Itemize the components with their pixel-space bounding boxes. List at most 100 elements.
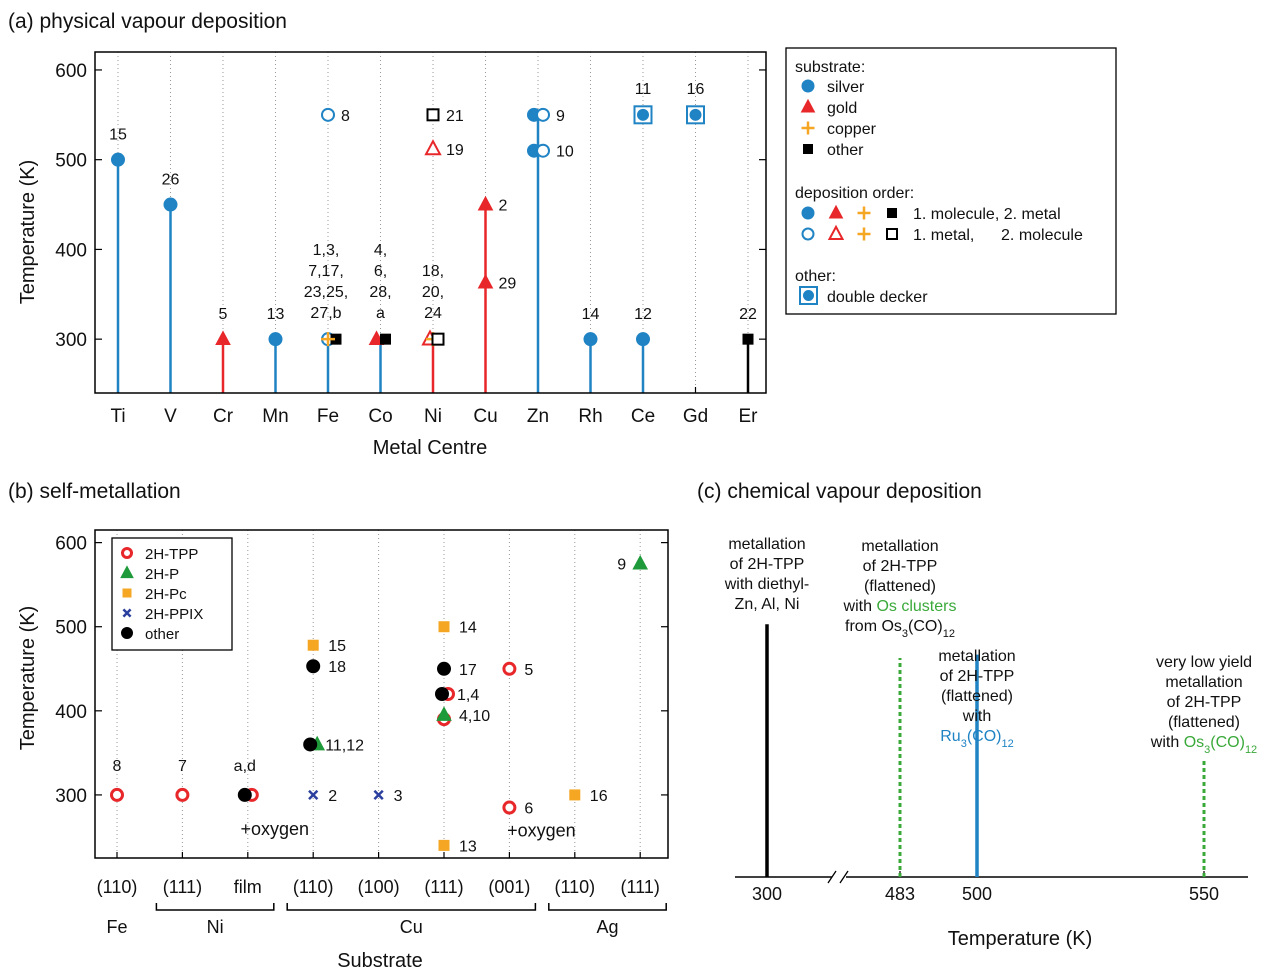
cvd-annotation-line: metallation — [1165, 674, 1242, 691]
legend-label-silver: silver — [827, 79, 865, 96]
data-point-Ni — [431, 332, 445, 346]
y-tick-label-a: 600 — [55, 61, 87, 82]
data-point-Er — [742, 333, 754, 345]
legend-b-label-2H-TPP: 2H-TPP — [145, 546, 198, 563]
legend-order-open-label: 1. metal, 2. molecule — [913, 227, 1083, 244]
group-label-Fe: Fe — [106, 917, 127, 937]
bracket-Ag — [548, 903, 667, 911]
x-tick-label-a: Co — [368, 406, 392, 427]
x-tick-label-b: film — [234, 877, 262, 897]
x-tick-label-b: (110) — [554, 877, 595, 897]
data-point-b-2H-PPIX — [373, 789, 384, 801]
data-label-a-multi: 23,25, — [304, 284, 348, 301]
data-label-a: 5 — [219, 306, 228, 323]
data-label-a: 15 — [109, 127, 127, 144]
x-tick-label-c: 500 — [962, 884, 992, 904]
data-label-a: 13 — [267, 306, 285, 323]
panel-a-ylabel: Temperature (K) — [17, 160, 39, 305]
legend-b-label-other: other — [145, 626, 179, 643]
bracket-Cu — [286, 903, 537, 911]
x-tick-label-a: Ni — [424, 406, 442, 427]
data-point-V — [163, 197, 178, 212]
y-tick-label-b: 500 — [55, 618, 87, 639]
data-label-a-multi: 27,b — [310, 305, 341, 322]
cvd-annotation-line: very low yield — [1156, 654, 1252, 671]
x-tick-label-b: (111) — [621, 877, 660, 897]
data-point-Cu — [477, 273, 494, 289]
data-label-a: 21 — [446, 108, 464, 125]
cvd-annotation-line: of 2H-TPP — [1167, 694, 1242, 711]
data-label-a-multi: 24 — [424, 305, 442, 322]
legend-order-filled-marker — [887, 208, 897, 218]
data-label-b: 17 — [459, 662, 477, 679]
annotation-oxygen: +oxygen — [507, 821, 576, 841]
legend-order-filled-label: 1. molecule, 2. metal — [913, 206, 1061, 223]
x-tick-label-a: V — [164, 406, 177, 427]
plot-frame-a — [94, 51, 767, 394]
legend-order-title: deposition order: — [795, 185, 914, 202]
cvd-annotation-line: from Os3(CO)12 — [845, 618, 955, 640]
legend-b-label-2H-P: 2H-P — [145, 566, 179, 583]
cvd-annotation-line: of 2H-TPP — [863, 558, 938, 575]
x-tick-label-a: Fe — [317, 406, 339, 427]
data-point-b-other — [303, 737, 318, 752]
legend-other-title: other: — [795, 268, 836, 285]
data-point-Ce — [636, 332, 650, 347]
data-label-a: 12 — [634, 306, 652, 323]
data-label-a: 26 — [162, 172, 180, 189]
panel-b-ylabel: Temperature (K) — [17, 606, 39, 751]
x-tick-label-a: Rh — [578, 406, 602, 427]
data-point-b-2H-P — [436, 706, 452, 721]
data-label-b: 5 — [524, 662, 533, 679]
data-label-a-multi: 7,17, — [308, 263, 344, 280]
data-label-a: 10 — [556, 144, 574, 161]
legend-b-label-2H-PPIX: 2H-PPIX — [145, 606, 203, 623]
data-label-a: 2 — [499, 198, 508, 215]
data-label-a: 16 — [687, 81, 705, 98]
legend-order-open-marker — [857, 227, 871, 241]
data-label-b: 14 — [459, 620, 477, 637]
cvd-annotation-line: with Os clusters — [843, 598, 957, 615]
data-point-Rh — [583, 332, 598, 347]
legend-marker-other — [803, 144, 813, 154]
cvd-annotation-line: with diethyl- — [724, 576, 809, 593]
data-point-Gd — [689, 108, 702, 121]
data-point-Fe — [321, 107, 335, 122]
y-tick-label-a: 300 — [55, 330, 87, 351]
data-point-b-2H-TPP — [110, 787, 124, 802]
x-tick-label-b: (111) — [163, 877, 202, 897]
data-point-Zn — [536, 107, 550, 122]
legend-order-filled-marker — [857, 206, 871, 220]
data-label-a: 11 — [635, 81, 652, 98]
bracket-Ni — [155, 903, 275, 911]
x-tick-label-b: (110) — [97, 877, 138, 897]
data-point-Mn — [268, 332, 283, 347]
data-label-a: 29 — [499, 276, 517, 293]
legend-order-filled-marker — [801, 206, 815, 220]
data-label-a-multi: 4, — [374, 242, 387, 259]
cvd-annotation-line: (flattened) — [864, 578, 936, 595]
x-tick-label-a: Gd — [683, 406, 708, 427]
legend-marker-silver — [801, 79, 815, 93]
panel-a-xlabel: Metal Centre — [373, 437, 488, 459]
data-label-a-multi: 1,3, — [313, 242, 340, 259]
data-label-b: 11,12 — [325, 737, 364, 754]
cvd-annotation-line: (flattened) — [941, 688, 1013, 705]
group-label-Cu: Cu — [400, 917, 423, 937]
cvd-annotation-line: of 2H-TPP — [940, 668, 1015, 685]
chart-marks: Ti V Cr Mn Fe Co Ni Cu Zn Rh Ce Gd Er 300 400 500 600 15 2… — [55, 47, 1257, 937]
data-label-b: 4,10 — [459, 708, 490, 725]
legend-marker-copper — [801, 121, 815, 135]
x-tick-label-b: (110) — [293, 877, 334, 897]
data-point-b-other — [306, 659, 321, 674]
data-label-b: 8 — [113, 758, 122, 775]
x-tick-label-a: Mn — [262, 406, 288, 427]
group-label-Ni: Ni — [207, 917, 224, 937]
x-tick-label-a: Ti — [110, 406, 125, 427]
data-label-a: 22 — [739, 306, 757, 323]
data-label-b: 16 — [590, 788, 608, 805]
data-point-b-2H-Pc — [438, 621, 450, 633]
data-point-b-2H-TPP — [175, 787, 190, 802]
legend-double-decker-label: double decker — [827, 289, 928, 306]
